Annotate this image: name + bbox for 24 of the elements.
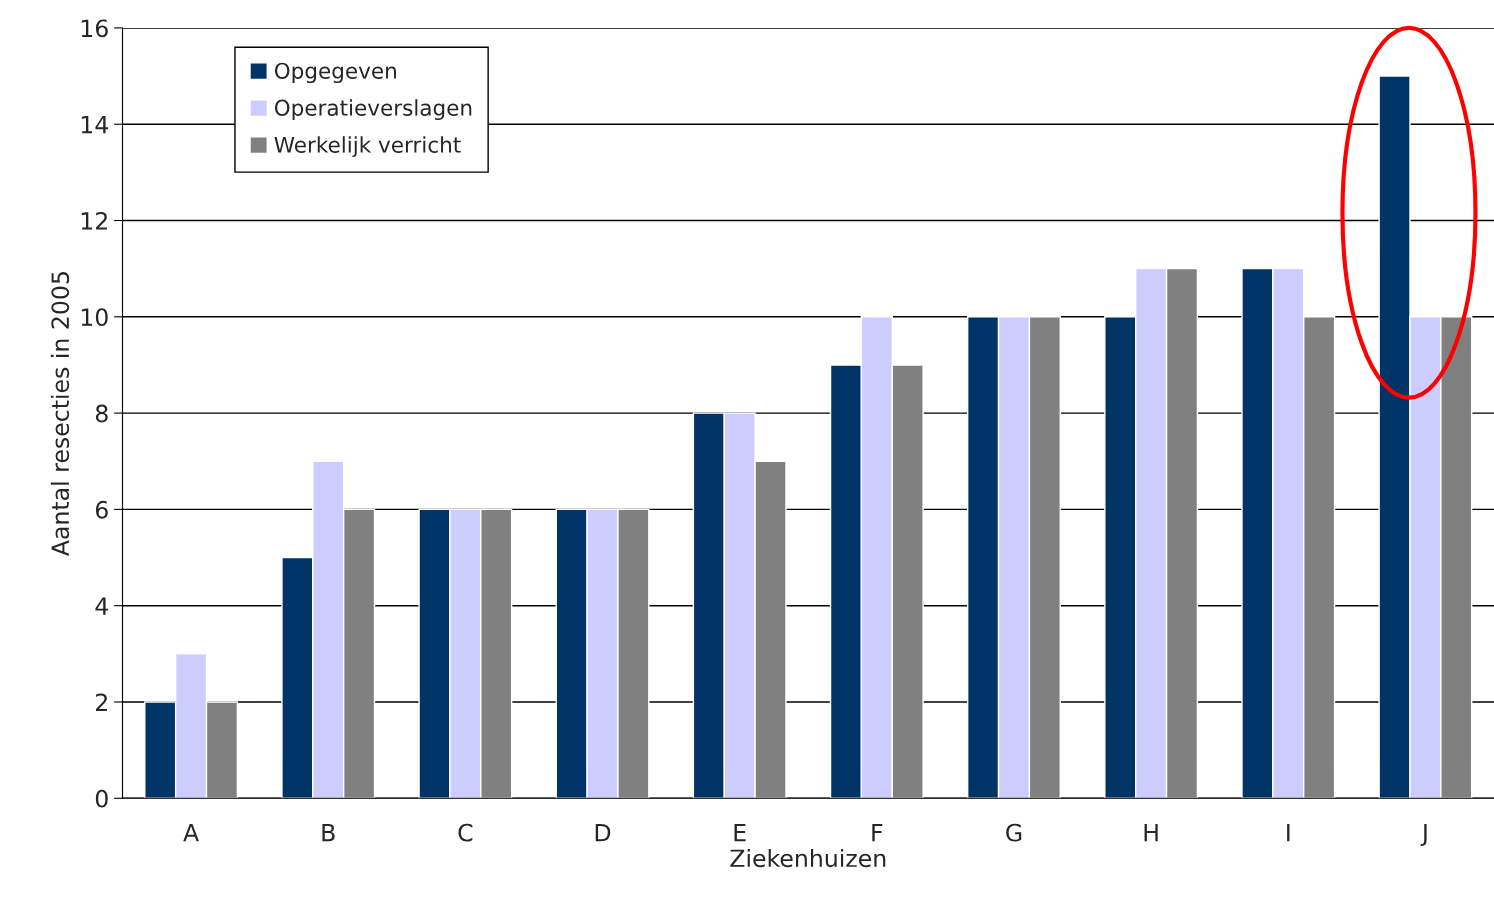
x-tick-label: G (1006, 823, 1022, 842)
legend-label: Operatieverslagen (274, 99, 472, 121)
x-tick-label: H (1144, 824, 1158, 842)
y-tick-label: 8 (95, 404, 108, 423)
y-tick-label: 12 (81, 211, 107, 230)
x-axis-title: Ziekenhuizen (730, 848, 886, 868)
x-tick-label: A (183, 824, 199, 842)
y-tick-label: 16 (81, 19, 108, 38)
legend-label: Opgegeven (274, 62, 396, 84)
x-tick-label: I (1287, 824, 1290, 842)
y-tick-label: 4 (95, 597, 108, 615)
y-tick-label: 14 (81, 115, 108, 134)
y-tick-label: 0 (95, 789, 108, 808)
x-tick-label: J (1420, 824, 1427, 846)
x-tick-label: D (595, 824, 611, 842)
y-tick-label: 2 (96, 693, 107, 711)
x-tick-label: B (322, 824, 335, 842)
legend-label: Werkelijk verricht (274, 136, 461, 158)
x-tick-label: F (872, 824, 883, 842)
x-tick-label: C (458, 823, 473, 842)
x-tick-label: E (734, 824, 746, 842)
y-tick-label: 10 (81, 308, 108, 327)
y-tick-label: 6 (95, 500, 108, 519)
y-axis-title: Aantal resecties in 2005 (50, 272, 70, 556)
